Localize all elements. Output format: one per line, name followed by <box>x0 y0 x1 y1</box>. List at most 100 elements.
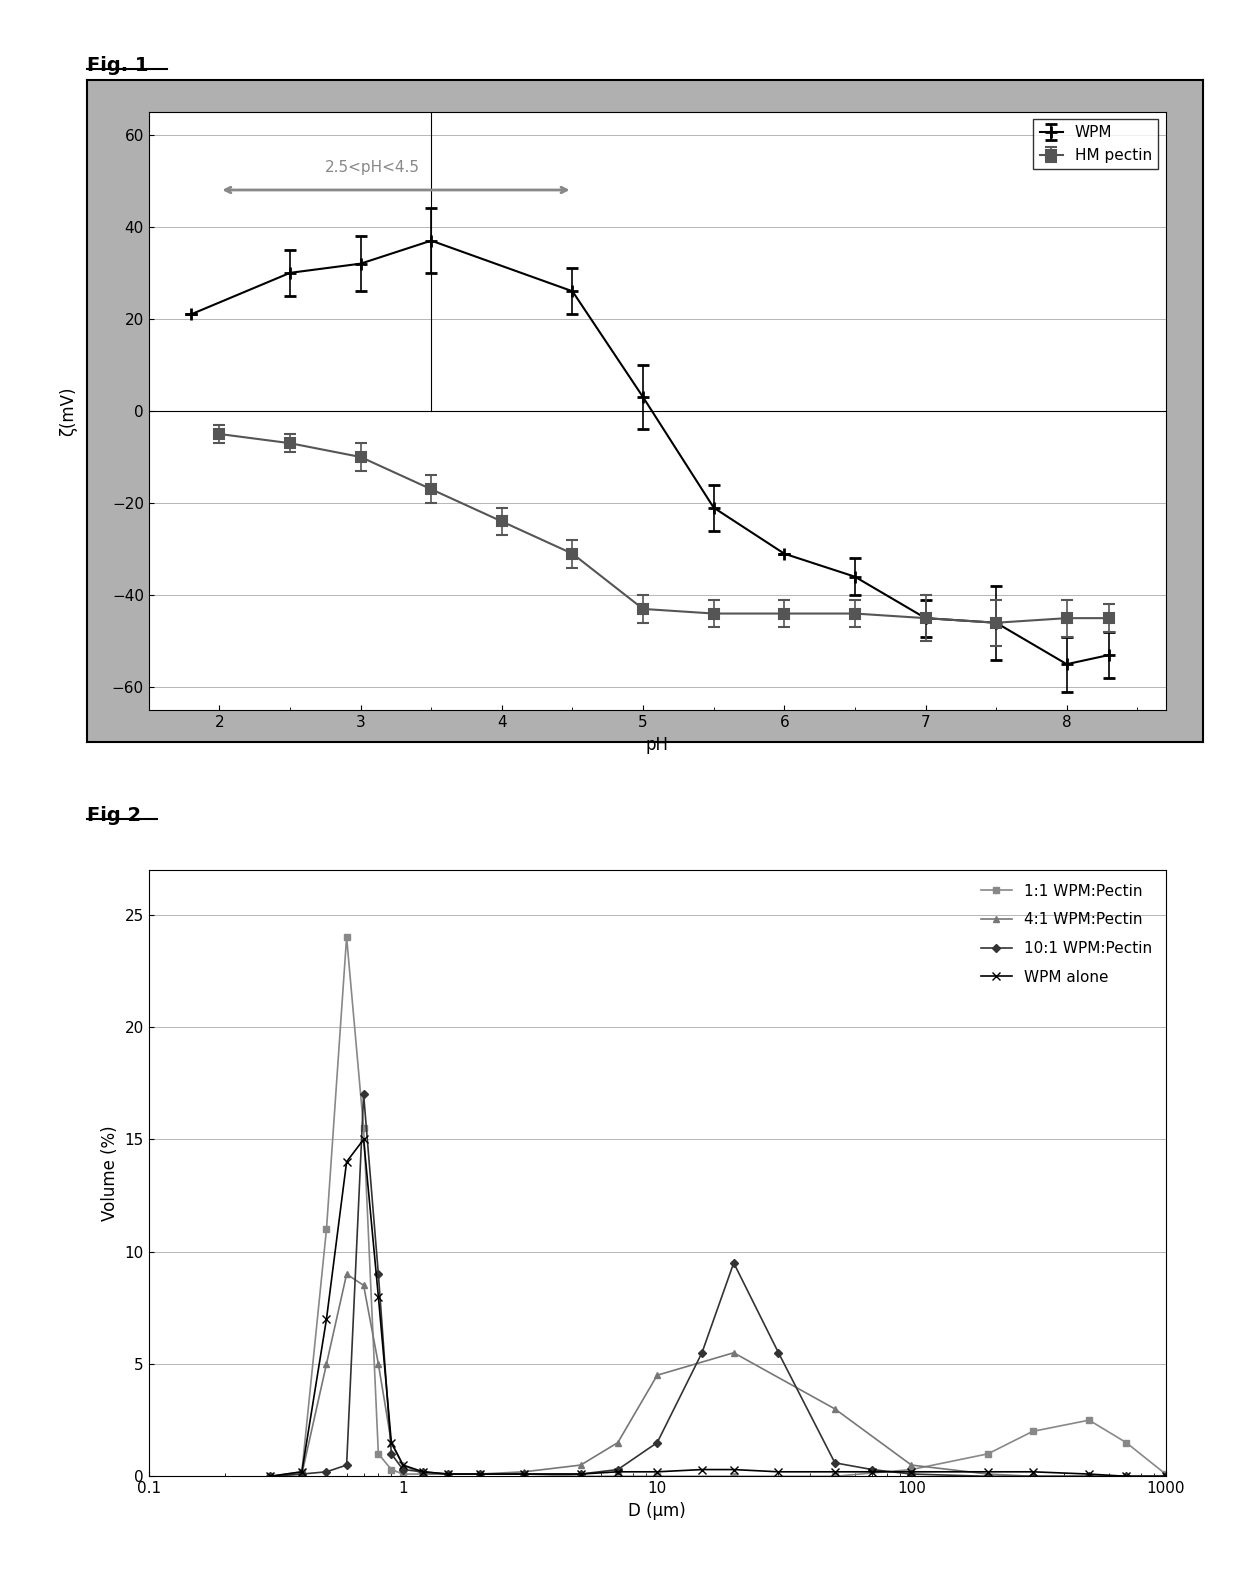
WPM alone <box>440 1465 455 1484</box>
1:1 WPM:Pectin <box>981 1444 996 1464</box>
4:1 WPM:Pectin <box>356 1275 371 1294</box>
10:1 WPM:Pectin <box>610 1460 625 1479</box>
1:1 WPM:Pectin <box>294 1462 309 1481</box>
WPM alone <box>517 1465 532 1484</box>
WPM alone <box>981 1462 996 1481</box>
Legend: WPM, HM pectin: WPM, HM pectin <box>1033 120 1158 169</box>
WPM alone <box>573 1465 588 1484</box>
1:1 WPM:Pectin <box>340 927 355 946</box>
10:1 WPM:Pectin <box>864 1460 879 1479</box>
WPM alone <box>1118 1467 1133 1486</box>
Legend: 1:1 WPM:Pectin, 4:1 WPM:Pectin, 10:1 WPM:Pectin, WPM alone: 1:1 WPM:Pectin, 4:1 WPM:Pectin, 10:1 WPM… <box>975 878 1158 991</box>
WPM alone <box>340 1152 355 1171</box>
1:1 WPM:Pectin <box>1025 1422 1040 1441</box>
WPM alone <box>650 1462 665 1481</box>
10:1 WPM:Pectin <box>384 1444 399 1464</box>
10:1 WPM:Pectin <box>319 1462 334 1481</box>
Y-axis label: Volume (%): Volume (%) <box>102 1125 119 1221</box>
4:1 WPM:Pectin <box>1118 1467 1133 1486</box>
10:1 WPM:Pectin <box>396 1460 410 1479</box>
WPM alone <box>472 1465 487 1484</box>
4:1 WPM:Pectin <box>1081 1467 1096 1486</box>
1:1 WPM:Pectin <box>650 1467 665 1486</box>
10:1 WPM:Pectin <box>573 1465 588 1484</box>
WPM alone <box>1158 1467 1173 1486</box>
1:1 WPM:Pectin <box>319 1219 334 1238</box>
4:1 WPM:Pectin <box>610 1433 625 1452</box>
WPM alone <box>771 1462 786 1481</box>
1:1 WPM:Pectin <box>396 1465 410 1484</box>
10:1 WPM:Pectin <box>371 1264 386 1283</box>
WPM alone <box>319 1309 334 1328</box>
10:1 WPM:Pectin <box>904 1465 919 1484</box>
10:1 WPM:Pectin <box>1118 1467 1133 1486</box>
4:1 WPM:Pectin <box>827 1400 842 1419</box>
10:1 WPM:Pectin <box>650 1433 665 1452</box>
WPM alone <box>384 1433 399 1452</box>
1:1 WPM:Pectin <box>1158 1465 1173 1484</box>
1:1 WPM:Pectin <box>610 1467 625 1486</box>
4:1 WPM:Pectin <box>263 1467 278 1486</box>
4:1 WPM:Pectin <box>440 1465 455 1484</box>
10:1 WPM:Pectin <box>415 1462 430 1481</box>
4:1 WPM:Pectin <box>1158 1467 1173 1486</box>
X-axis label: D (μm): D (μm) <box>629 1502 686 1519</box>
Line: 4:1 WPM:Pectin: 4:1 WPM:Pectin <box>267 1270 1169 1479</box>
Text: Fig 2: Fig 2 <box>87 806 141 825</box>
WPM alone <box>396 1456 410 1475</box>
4:1 WPM:Pectin <box>384 1433 399 1452</box>
4:1 WPM:Pectin <box>294 1465 309 1484</box>
10:1 WPM:Pectin <box>1025 1467 1040 1486</box>
WPM alone <box>371 1286 386 1306</box>
4:1 WPM:Pectin <box>650 1366 665 1385</box>
10:1 WPM:Pectin <box>294 1465 309 1484</box>
4:1 WPM:Pectin <box>904 1456 919 1475</box>
WPM alone <box>356 1130 371 1149</box>
4:1 WPM:Pectin <box>981 1465 996 1484</box>
10:1 WPM:Pectin <box>263 1467 278 1486</box>
1:1 WPM:Pectin <box>371 1444 386 1464</box>
4:1 WPM:Pectin <box>371 1355 386 1374</box>
4:1 WPM:Pectin <box>472 1465 487 1484</box>
10:1 WPM:Pectin <box>981 1467 996 1486</box>
1:1 WPM:Pectin <box>904 1460 919 1479</box>
WPM alone <box>864 1462 879 1481</box>
WPM alone <box>610 1462 625 1481</box>
Text: Fig. 1: Fig. 1 <box>87 56 149 75</box>
WPM alone <box>727 1460 742 1479</box>
10:1 WPM:Pectin <box>727 1253 742 1272</box>
10:1 WPM:Pectin <box>771 1344 786 1363</box>
4:1 WPM:Pectin <box>573 1456 588 1475</box>
10:1 WPM:Pectin <box>517 1465 532 1484</box>
Line: 1:1 WPM:Pectin: 1:1 WPM:Pectin <box>267 934 1169 1479</box>
WPM alone <box>694 1460 709 1479</box>
4:1 WPM:Pectin <box>727 1344 742 1363</box>
10:1 WPM:Pectin <box>1081 1467 1096 1486</box>
Y-axis label: ζ(mV): ζ(mV) <box>60 386 78 436</box>
1:1 WPM:Pectin <box>1118 1433 1133 1452</box>
WPM alone <box>904 1462 919 1481</box>
1:1 WPM:Pectin <box>727 1467 742 1486</box>
10:1 WPM:Pectin <box>1158 1467 1173 1486</box>
1:1 WPM:Pectin <box>384 1460 399 1479</box>
WPM alone <box>827 1462 842 1481</box>
4:1 WPM:Pectin <box>415 1465 430 1484</box>
10:1 WPM:Pectin <box>356 1085 371 1104</box>
Line: 10:1 WPM:Pectin: 10:1 WPM:Pectin <box>268 1092 1168 1479</box>
1:1 WPM:Pectin <box>1081 1411 1096 1430</box>
4:1 WPM:Pectin <box>319 1355 334 1374</box>
1:1 WPM:Pectin <box>573 1467 588 1486</box>
10:1 WPM:Pectin <box>694 1344 709 1363</box>
WPM alone <box>263 1467 278 1486</box>
WPM alone <box>415 1462 430 1481</box>
10:1 WPM:Pectin <box>472 1465 487 1484</box>
1:1 WPM:Pectin <box>415 1465 430 1484</box>
4:1 WPM:Pectin <box>1025 1467 1040 1486</box>
10:1 WPM:Pectin <box>827 1454 842 1473</box>
1:1 WPM:Pectin <box>440 1465 455 1484</box>
1:1 WPM:Pectin <box>517 1465 532 1484</box>
1:1 WPM:Pectin <box>263 1467 278 1486</box>
X-axis label: pH: pH <box>646 736 668 753</box>
Line: WPM alone: WPM alone <box>265 1135 1169 1481</box>
WPM alone <box>1025 1462 1040 1481</box>
